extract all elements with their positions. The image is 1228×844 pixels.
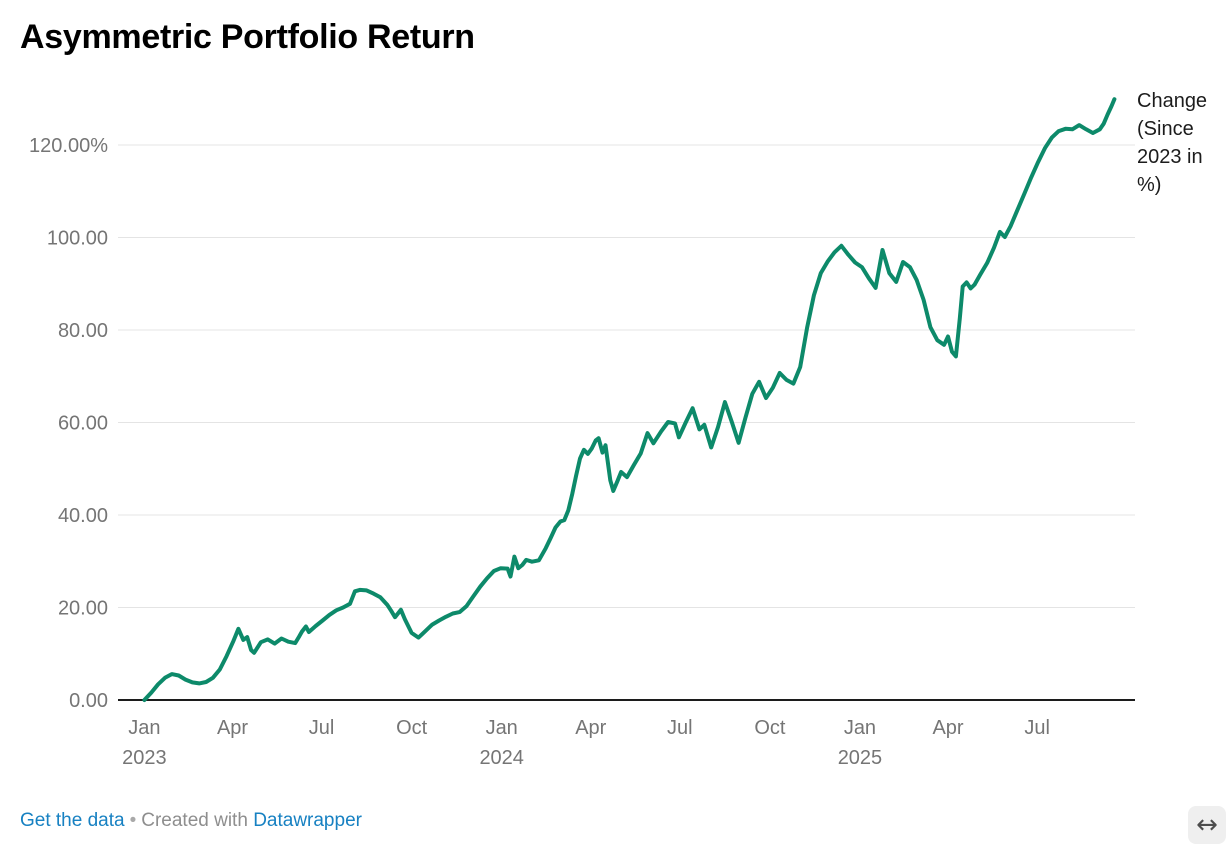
y-tick-label: 20.00 [58,598,108,620]
series-line [142,97,1117,702]
datawrapper-link[interactable]: Datawrapper [253,810,362,831]
get-the-data-link[interactable]: Get the data [20,810,125,831]
x-tick-year-label: 2025 [838,747,883,769]
y-tick-label: 120.00% [29,135,108,157]
y-tick-label: 0.00 [69,690,108,712]
resize-button[interactable]: ↔ [1188,806,1226,844]
series-direct-label: Change (Since 2023 in %) [1137,90,1208,196]
x-tick-year-label: 2024 [479,747,524,769]
x-tick-label: Oct [754,717,786,739]
x-tick-label: Jul [667,717,693,739]
x-tick-label: Jan [128,717,160,739]
x-tick-year-label: 2023 [122,747,167,769]
x-tick-label: Apr [575,717,606,739]
x-tick-label: Oct [396,717,428,739]
x-tick-label: Jan [844,717,876,739]
created-with-text: Created with [141,810,248,831]
y-tick-label: 40.00 [58,505,108,527]
horizontal-resize-icon: ↔ [1196,810,1218,840]
chart-title: Asymmetric Portfolio Return [20,18,475,56]
y-tick-label: 80.00 [58,320,108,342]
x-tick-label: Apr [932,717,963,739]
x-tick-label: Jul [1024,717,1050,739]
chart-footer: Get the data • Created with Datawrapper [20,810,920,832]
x-tick-label: Jul [309,717,335,739]
y-tick-label: 100.00 [47,228,108,250]
footer-separator: • [129,810,137,831]
y-tick-label: 60.00 [58,413,108,435]
x-tick-label: Apr [217,717,248,739]
x-tick-label: Jan [486,717,518,739]
